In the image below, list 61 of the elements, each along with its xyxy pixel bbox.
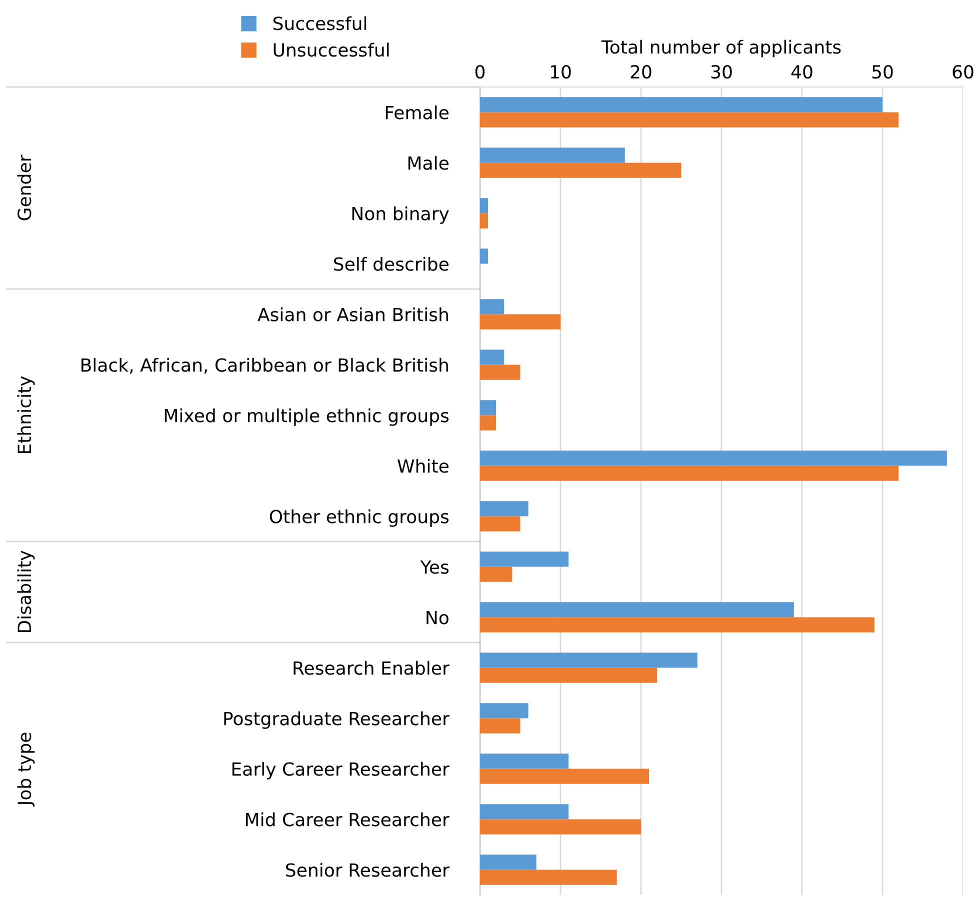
bar — [480, 552, 569, 567]
x-tick-label: 20 — [630, 64, 652, 79]
x-tick-label: 60 — [952, 64, 974, 79]
bar — [480, 819, 641, 834]
x-tick-label: 50 — [872, 64, 893, 79]
legend-label: Unsuccessful — [274, 42, 389, 57]
text: Disability — [17, 550, 35, 632]
bar — [480, 466, 899, 481]
bar — [480, 148, 625, 163]
bar — [480, 804, 569, 820]
bar — [480, 198, 488, 214]
y-tick-label: No — [426, 610, 448, 624]
x-tick-label: 10 — [550, 64, 571, 79]
bar — [480, 768, 650, 784]
bar — [480, 314, 560, 330]
y-tick-label: Mixed or multiple ethnic groups — [164, 408, 449, 426]
y-tick-label: Non binary — [352, 206, 449, 224]
bar — [480, 162, 682, 178]
bar — [480, 415, 496, 430]
x-tick-label: 30 — [711, 64, 732, 79]
bar — [480, 668, 658, 683]
y-tick-label: Yes — [420, 560, 449, 574]
y-tick-label: Black, African, Caribbean or Black British — [82, 358, 448, 374]
text: Gender — [17, 154, 32, 220]
bar — [480, 501, 528, 516]
bar — [480, 299, 504, 314]
y-tick-label: Early Career Researcher — [232, 762, 450, 780]
bar — [480, 400, 496, 416]
y-tick-label: Other ethnic groups — [270, 509, 449, 527]
text: Job type — [17, 732, 35, 807]
y-tick-label: Postgraduate Researcher — [224, 711, 450, 729]
bar — [480, 652, 698, 668]
text: Ethnicity — [17, 376, 35, 454]
y-tick-label: Research Enabler — [294, 660, 450, 675]
y-tick-label: Asian or Asian British — [258, 307, 448, 322]
bar — [480, 703, 528, 718]
bar — [480, 97, 882, 112]
bar — [480, 617, 874, 632]
y-tick-label: Senior Researcher — [286, 862, 450, 877]
bar — [480, 854, 536, 870]
x-tick-label: 0 — [475, 64, 485, 79]
y-tick-label: Mid Career Researcher — [246, 812, 450, 826]
y-tick-label: Male — [408, 156, 448, 170]
y-tick-label: Self describe — [334, 256, 448, 271]
bar — [480, 718, 520, 734]
bar — [480, 450, 947, 466]
bar — [480, 516, 520, 532]
bar — [480, 602, 794, 618]
bar — [480, 213, 488, 228]
bar — [480, 112, 899, 128]
y-tick-label: Female — [386, 105, 448, 120]
bar — [480, 364, 520, 380]
y-tick-label: White — [398, 458, 448, 473]
x-tick-label: 40 — [791, 64, 812, 79]
bar — [480, 350, 504, 365]
bar — [480, 870, 617, 885]
bar — [480, 566, 512, 582]
legend-label: Successful — [273, 16, 366, 30]
bar — [480, 248, 488, 264]
bar — [480, 754, 569, 769]
x-axis-title: Total number of applicants — [601, 40, 841, 58]
